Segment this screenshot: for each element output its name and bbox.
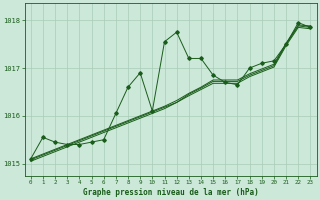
- X-axis label: Graphe pression niveau de la mer (hPa): Graphe pression niveau de la mer (hPa): [83, 188, 259, 197]
